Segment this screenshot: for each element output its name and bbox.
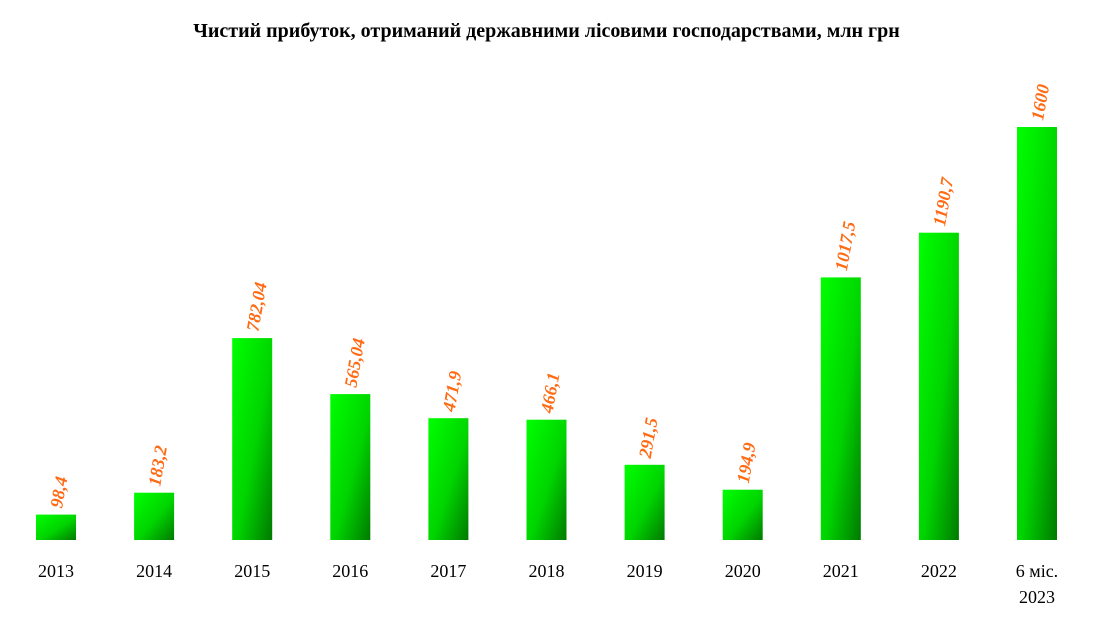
data-label-6: 291,5 — [635, 416, 662, 460]
x-tick-label-5: 2018 — [529, 561, 565, 581]
bar-6 — [624, 464, 665, 540]
data-label-10: 1600 — [1027, 83, 1053, 122]
chart-title: Чистий прибуток, отриманий державними лі… — [193, 20, 900, 42]
x-tick-label-10: 6 міс. 2023 — [1016, 561, 1058, 607]
x-tick-label-8: 2021 — [823, 561, 859, 581]
data-label-5: 466,1 — [537, 371, 564, 415]
bar-9 — [918, 232, 959, 540]
bar-5 — [526, 419, 567, 540]
x-axis-tick-labels: 2013 2014 2015 2016 2017 2018 2019 2020 2021 2022… — [38, 561, 1058, 607]
data-label-3: 565,04 — [341, 337, 369, 389]
data-label-2: 782,04 — [242, 281, 270, 333]
bar-8 — [820, 277, 861, 540]
x-tick-label-4: 2017 — [430, 561, 466, 581]
x-tick-label-1: 2014 — [136, 561, 172, 581]
data-label-9: 1190,7 — [929, 175, 957, 227]
x-tick-label-7: 2020 — [725, 561, 761, 581]
data-label-8: 1017,5 — [831, 220, 859, 272]
data-label-4: 471,9 — [438, 370, 465, 414]
x-tick-label-0: 2013 — [38, 561, 74, 581]
x-tick-label-9: 2022 — [921, 561, 957, 581]
bars-layer — [36, 127, 1057, 540]
x-tick-label-2: 2015 — [234, 561, 270, 581]
bar-4 — [428, 418, 469, 540]
bar-2 — [232, 338, 273, 540]
data-label-1: 183,2 — [144, 444, 171, 487]
data-label-0: 98,4 — [46, 475, 71, 509]
bar-1 — [134, 492, 175, 540]
x-tick-label-6: 2019 — [627, 561, 663, 581]
bar-10 — [1017, 127, 1057, 540]
bar-7 — [722, 489, 763, 540]
bar-0 — [36, 514, 76, 540]
data-label-7: 194,9 — [733, 441, 760, 484]
x-tick-label-3: 2016 — [332, 561, 368, 581]
bar-3 — [330, 394, 371, 540]
